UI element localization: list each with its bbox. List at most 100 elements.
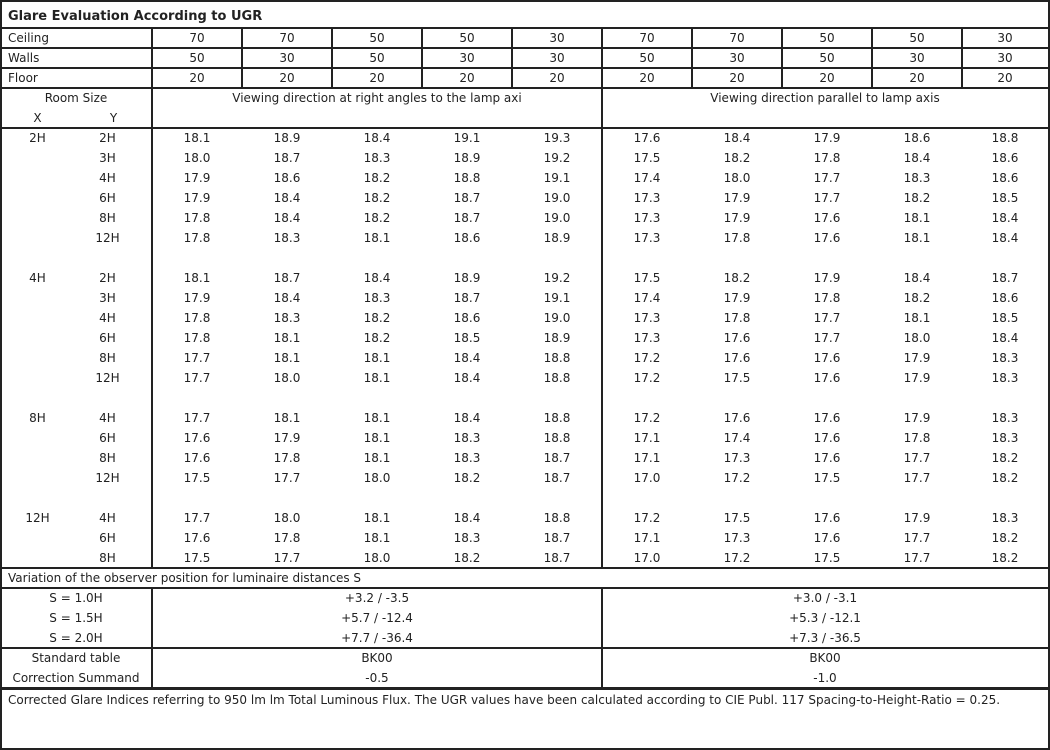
room-y: 12H	[95, 471, 120, 485]
variation-bottom	[0, 647, 1050, 649]
ugr-value: 18.7	[991, 271, 1019, 285]
room-y: 4H	[99, 511, 116, 525]
column-divider	[511, 28, 513, 88]
frame-right	[1048, 0, 1050, 750]
ugr-value: 17.7	[183, 351, 211, 365]
ugr-value: 18.0	[273, 511, 301, 525]
ugr-value: 18.0	[903, 331, 931, 345]
floor-value: 20	[279, 71, 295, 85]
ugr-value: 17.9	[183, 171, 211, 185]
ugr-value: 18.7	[543, 551, 571, 565]
ugr-value: 18.7	[453, 291, 481, 305]
ugr-value: 17.6	[813, 531, 841, 545]
ugr-value: 18.0	[363, 471, 391, 485]
ugr-value: 19.1	[543, 171, 571, 185]
ugr-value: 18.4	[723, 131, 751, 145]
ugr-value: 18.3	[991, 431, 1019, 445]
column-divider	[871, 28, 873, 88]
ugr-value: 17.9	[183, 191, 211, 205]
ugr-value: 18.7	[543, 471, 571, 485]
ugr-value: 17.6	[183, 531, 211, 545]
room-y: 2H	[99, 131, 116, 145]
ugr-value: 18.3	[991, 511, 1019, 525]
ugr-value: 17.8	[723, 231, 751, 245]
ugr-value: 18.1	[363, 231, 391, 245]
ugr-value: 17.6	[183, 431, 211, 445]
room-y: 3H	[99, 291, 116, 305]
variation-label: S = 1.5H	[49, 611, 103, 625]
ugr-value: 17.9	[903, 511, 931, 525]
ugr-value: 18.1	[273, 351, 301, 365]
ugr-value: 19.1	[543, 291, 571, 305]
ugr-value: 17.5	[723, 371, 751, 385]
ugr-value: 18.4	[363, 131, 391, 145]
ugr-value: 18.0	[723, 171, 751, 185]
ceiling-value: 50	[819, 31, 835, 45]
ugr-value: 17.1	[633, 531, 661, 545]
ugr-value: 17.3	[633, 211, 661, 225]
standard-label: Standard table	[31, 651, 121, 665]
column-divider	[961, 28, 963, 88]
ugr-value: 19.2	[543, 271, 571, 285]
ugr-value: 17.8	[813, 291, 841, 305]
ugr-value: 17.8	[903, 431, 931, 445]
variation-perpendicular: +7.7 / -36.4	[341, 631, 413, 645]
direction-divider	[601, 88, 603, 568]
ugr-value: 17.7	[813, 171, 841, 185]
ugr-value: 18.8	[543, 371, 571, 385]
ugr-value: 18.1	[903, 211, 931, 225]
ugr-value: 17.6	[813, 351, 841, 365]
ugr-value: 18.0	[273, 371, 301, 385]
room-y: 6H	[99, 531, 116, 545]
variation-title: Variation of the observer position for l…	[8, 571, 362, 585]
ugr-value: 17.0	[633, 551, 661, 565]
room-y: 8H	[99, 211, 116, 225]
ugr-value: 18.9	[543, 231, 571, 245]
ugr-value: 18.2	[991, 531, 1019, 545]
ugr-value: 18.5	[453, 331, 481, 345]
ugr-value: 17.6	[813, 511, 841, 525]
ceiling-value: 30	[549, 31, 565, 45]
ugr-value: 17.9	[723, 191, 751, 205]
ceiling-value: 70	[279, 31, 295, 45]
row-divider	[0, 47, 1050, 49]
label-divider	[151, 588, 153, 688]
room-y: 8H	[99, 451, 116, 465]
floor-value: 20	[549, 71, 565, 85]
ceiling-value: 50	[369, 31, 385, 45]
ugr-value: 17.7	[813, 311, 841, 325]
ugr-value: 19.3	[543, 131, 571, 145]
column-divider	[151, 28, 153, 88]
ugr-value: 18.2	[903, 291, 931, 305]
variation-perpendicular: +3.2 / -3.5	[344, 591, 410, 605]
ugr-value: 17.8	[183, 231, 211, 245]
footer-note: Corrected Glare Indices referring to 950…	[8, 693, 1001, 707]
ceiling-label: Ceiling	[8, 31, 49, 45]
room-y: 12H	[95, 231, 120, 245]
ugr-value: 17.9	[723, 211, 751, 225]
ugr-value: 17.5	[633, 151, 661, 165]
footer-divider	[0, 687, 1050, 690]
ugr-value: 17.8	[723, 311, 751, 325]
ugr-value: 18.9	[453, 271, 481, 285]
ugr-value: 18.4	[903, 271, 931, 285]
walls-value: 30	[909, 51, 925, 65]
ugr-value: 17.6	[813, 451, 841, 465]
ugr-value: 17.2	[723, 551, 751, 565]
ugr-value: 18.2	[991, 471, 1019, 485]
ceiling-value: 30	[997, 31, 1013, 45]
ugr-value: 18.8	[453, 171, 481, 185]
ugr-value: 18.3	[991, 351, 1019, 365]
room-x: 2H	[29, 131, 46, 145]
ugr-value: 17.1	[633, 451, 661, 465]
ugr-value: 17.9	[903, 351, 931, 365]
ugr-value: 17.3	[723, 531, 751, 545]
ugr-value: 17.7	[813, 191, 841, 205]
standard-label: Correction Summand	[12, 671, 140, 685]
ugr-value: 17.5	[633, 271, 661, 285]
ugr-value: 17.3	[633, 331, 661, 345]
walls-value: 50	[819, 51, 835, 65]
ugr-value: 17.9	[723, 291, 751, 305]
ugr-value: 18.0	[183, 151, 211, 165]
